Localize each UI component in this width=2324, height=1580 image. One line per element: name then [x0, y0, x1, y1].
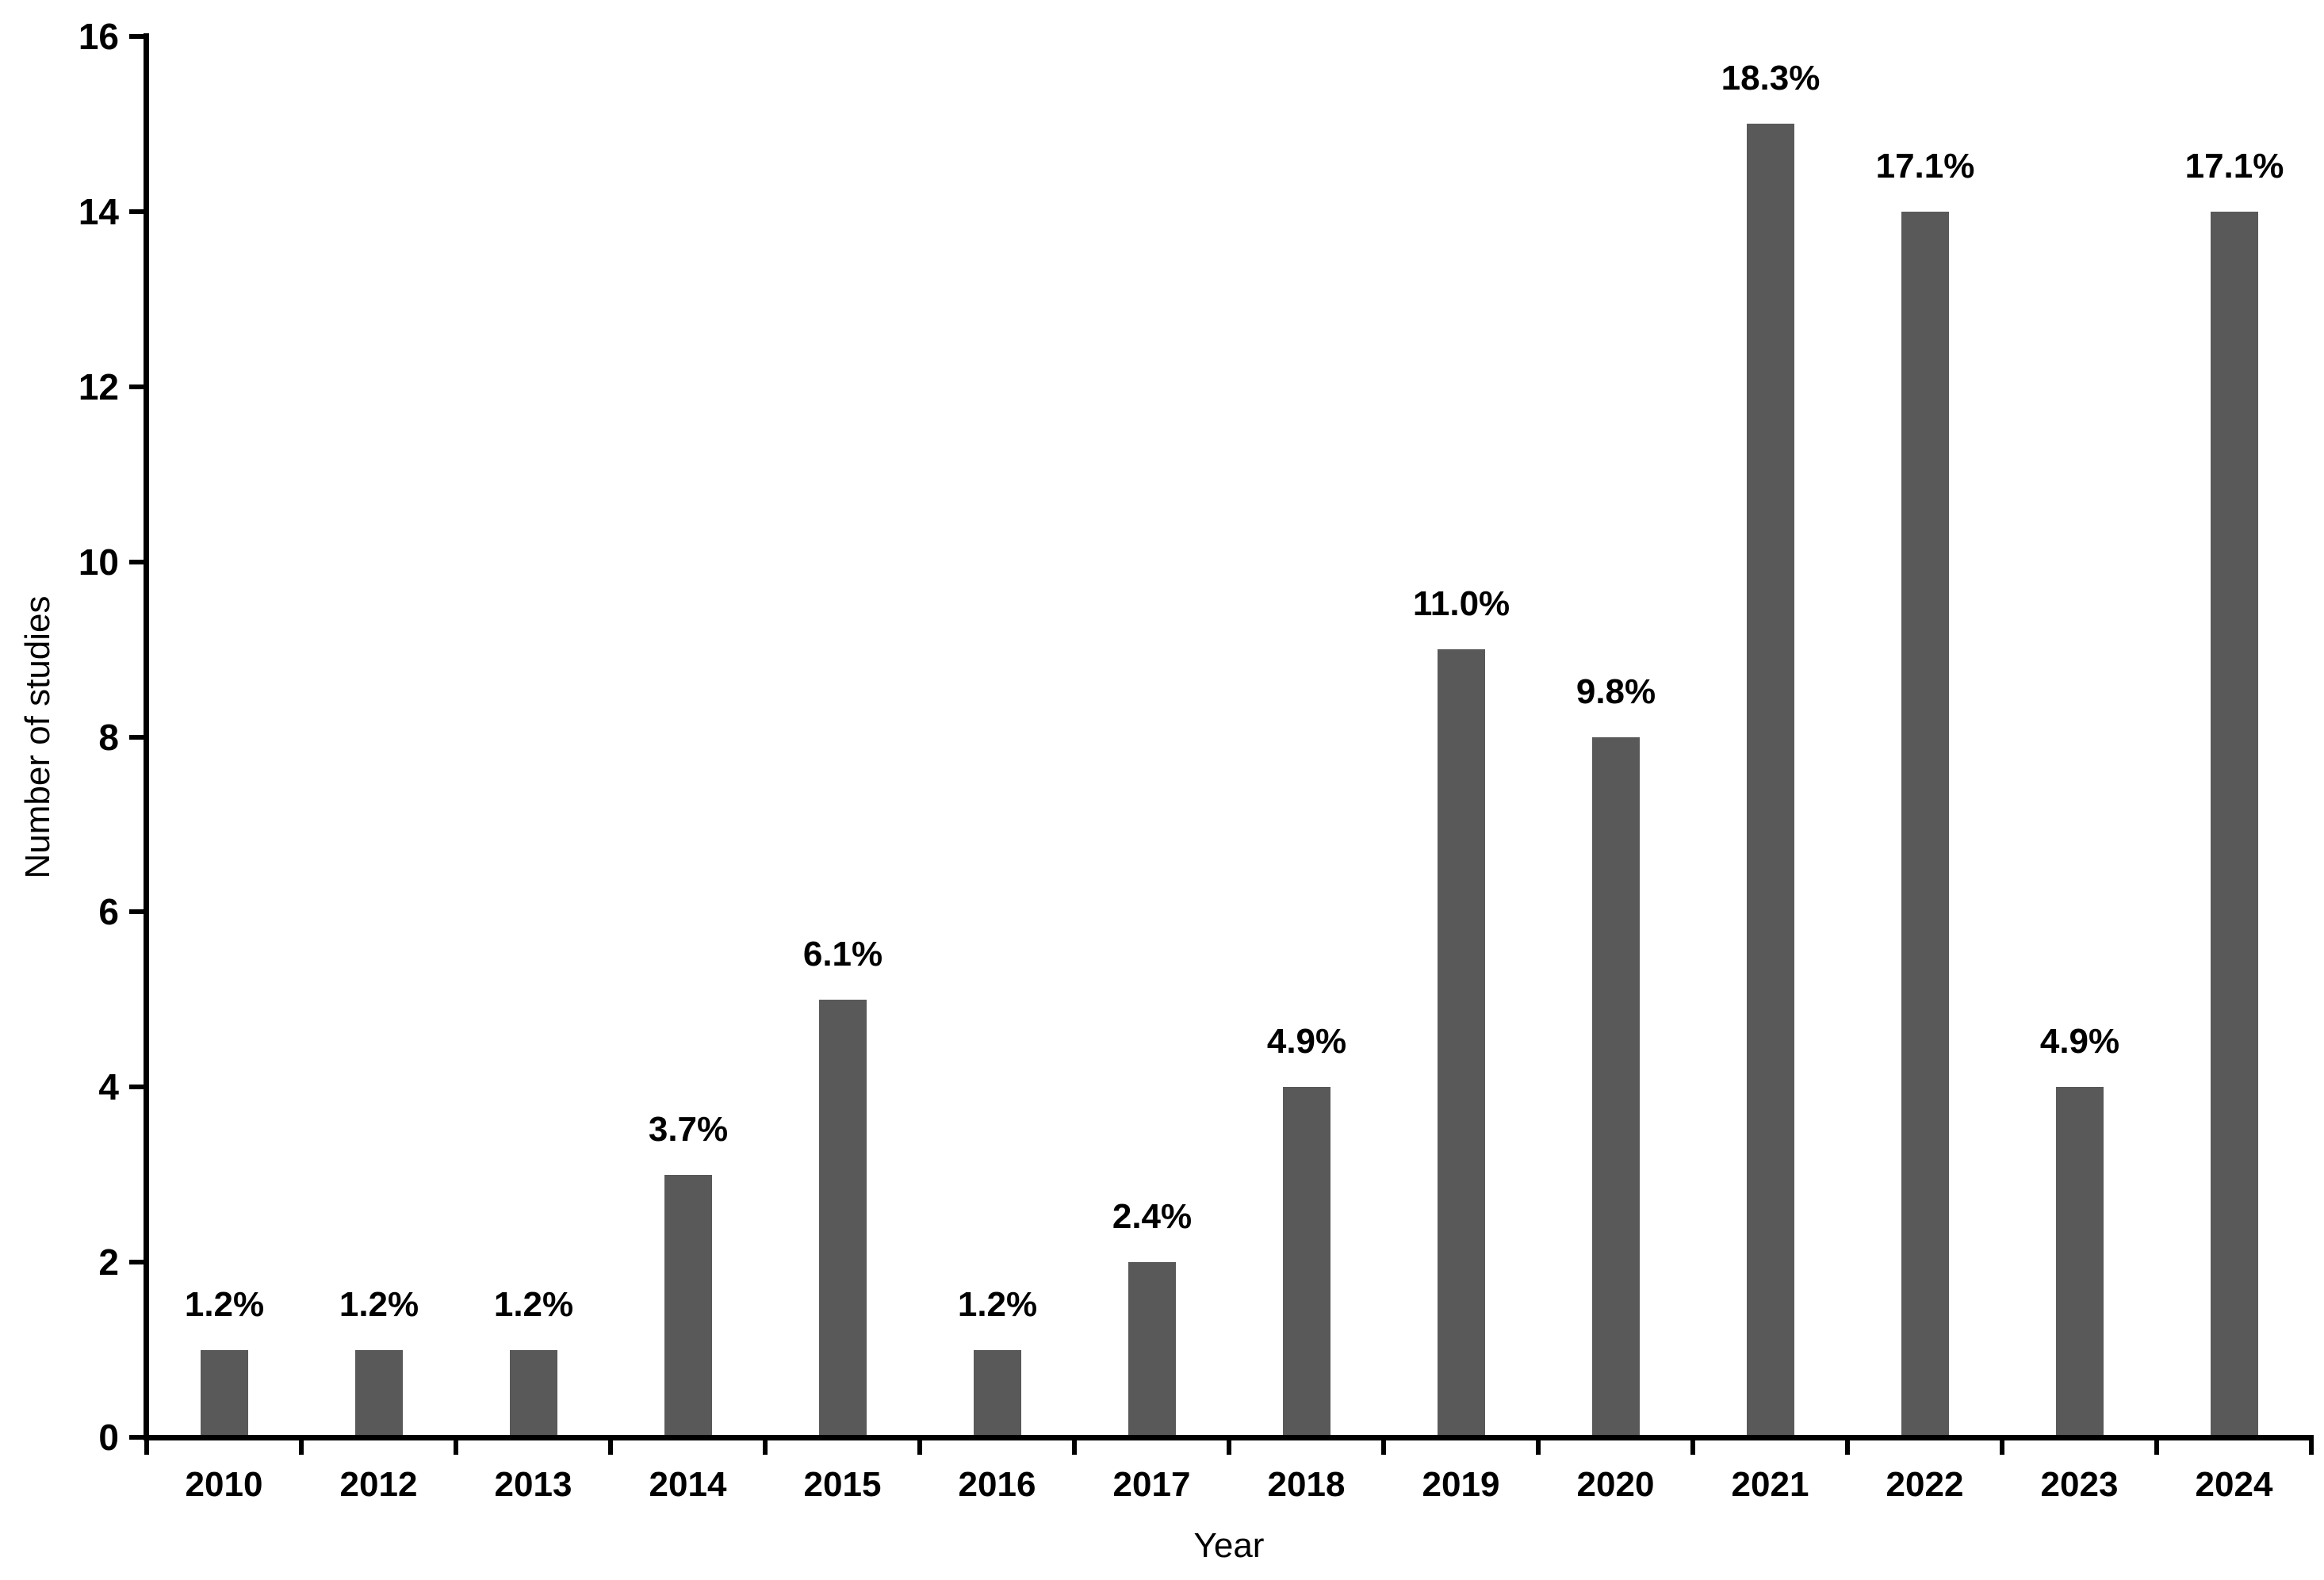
y-axis-tick-14 — [129, 209, 147, 214]
bar-2021 — [1747, 124, 1794, 1437]
bar-percentage-label-2022: 17.1% — [1875, 147, 1975, 186]
y-axis-tick-4 — [129, 1085, 147, 1089]
x-axis-category-label-2013: 2013 — [494, 1465, 572, 1504]
x-axis-category-label-2014: 2014 — [649, 1465, 727, 1504]
bar-2020 — [1592, 737, 1640, 1438]
bar-2023 — [2056, 1087, 2104, 1437]
x-axis-category-label-2016: 2016 — [958, 1465, 1036, 1504]
y-axis-tick-label-2: 2 — [98, 1241, 119, 1283]
y-axis-tick-10 — [129, 560, 147, 564]
x-axis-tick-10 — [1690, 1440, 1695, 1455]
x-axis-tick-1 — [299, 1440, 304, 1455]
bar-2019 — [1438, 649, 1485, 1437]
bar-percentage-label-2014: 3.7% — [648, 1110, 729, 1149]
bar-percentage-label-2019: 11.0% — [1412, 584, 1510, 623]
y-axis-tick-label-8: 8 — [98, 717, 119, 758]
y-axis-tick-0 — [129, 1435, 147, 1440]
bar-2013 — [510, 1350, 557, 1437]
y-axis-tick-8 — [129, 735, 147, 740]
x-axis-tick-2 — [454, 1440, 458, 1455]
x-axis-category-label-2015: 2015 — [803, 1465, 882, 1504]
bar-2016 — [974, 1350, 1021, 1437]
y-axis-line — [144, 33, 149, 1440]
bar-2024 — [2211, 212, 2258, 1437]
y-axis-tick-label-14: 14 — [78, 191, 119, 232]
bar-percentage-label-2016: 1.2% — [957, 1285, 1038, 1324]
bar-percentage-label-2013: 1.2% — [493, 1285, 574, 1324]
bar-2014 — [664, 1175, 712, 1437]
x-axis-line — [144, 1435, 2314, 1440]
y-axis-tick-label-12: 12 — [78, 366, 119, 407]
x-axis-category-label-2022: 2022 — [1886, 1465, 1964, 1504]
y-axis-tick-label-0: 0 — [98, 1417, 119, 1458]
bar-2012 — [355, 1350, 403, 1437]
x-axis-category-label-2012: 2012 — [339, 1465, 418, 1504]
x-axis-tick-9 — [1536, 1440, 1541, 1455]
y-axis-tick-12 — [129, 384, 147, 389]
x-axis-category-label-2021: 2021 — [1731, 1465, 1809, 1504]
bar-percentage-label-2021: 18.3% — [1721, 59, 1821, 98]
x-axis-tick-8 — [1381, 1440, 1386, 1455]
x-axis-category-label-2010: 2010 — [185, 1465, 263, 1504]
x-axis-title: Year — [1193, 1526, 1265, 1565]
bar-percentage-label-2012: 1.2% — [339, 1285, 419, 1324]
x-axis-category-label-2019: 2019 — [1422, 1465, 1500, 1504]
bar-2010 — [201, 1350, 248, 1437]
x-axis-tick-7 — [1227, 1440, 1231, 1455]
x-axis-category-label-2017: 2017 — [1112, 1465, 1191, 1504]
bar-percentage-label-2017: 2.4% — [1112, 1197, 1193, 1236]
y-axis-tick-label-10: 10 — [78, 541, 119, 583]
bar-2017 — [1128, 1262, 1176, 1437]
x-axis-category-label-2024: 2024 — [2195, 1465, 2273, 1504]
y-axis-tick-2 — [129, 1260, 147, 1264]
bar-2022 — [1901, 212, 1949, 1437]
bar-percentage-label-2020: 9.8% — [1575, 672, 1656, 711]
bar-percentage-label-2024: 17.1% — [2184, 147, 2284, 186]
bar-percentage-label-2023: 4.9% — [2039, 1022, 2120, 1061]
y-axis-tick-6 — [129, 909, 147, 914]
x-axis-category-label-2018: 2018 — [1267, 1465, 1346, 1504]
x-axis-tick-6 — [1072, 1440, 1077, 1455]
x-axis-tick-13 — [2154, 1440, 2159, 1455]
y-axis-tick-label-6: 6 — [98, 891, 119, 932]
x-axis-tick-0 — [144, 1440, 149, 1455]
bar-percentage-label-2010: 1.2% — [184, 1285, 265, 1324]
y-axis-tick-16 — [129, 34, 147, 39]
x-axis-tick-5 — [917, 1440, 922, 1455]
x-axis-tick-14 — [2309, 1440, 2314, 1455]
y-axis-tick-label-4: 4 — [98, 1066, 119, 1108]
x-axis-tick-4 — [763, 1440, 768, 1455]
x-axis-tick-12 — [2000, 1440, 2004, 1455]
x-axis-category-label-2020: 2020 — [1576, 1465, 1655, 1504]
y-axis-tick-label-16: 16 — [78, 16, 119, 57]
bar-2018 — [1283, 1087, 1330, 1437]
bar-percentage-label-2015: 6.1% — [802, 935, 883, 974]
bar-2015 — [819, 1000, 867, 1437]
x-axis-category-label-2023: 2023 — [2040, 1465, 2119, 1504]
x-axis-tick-11 — [1845, 1440, 1850, 1455]
x-axis-tick-3 — [608, 1440, 613, 1455]
bar-percentage-label-2018: 4.9% — [1266, 1022, 1347, 1061]
